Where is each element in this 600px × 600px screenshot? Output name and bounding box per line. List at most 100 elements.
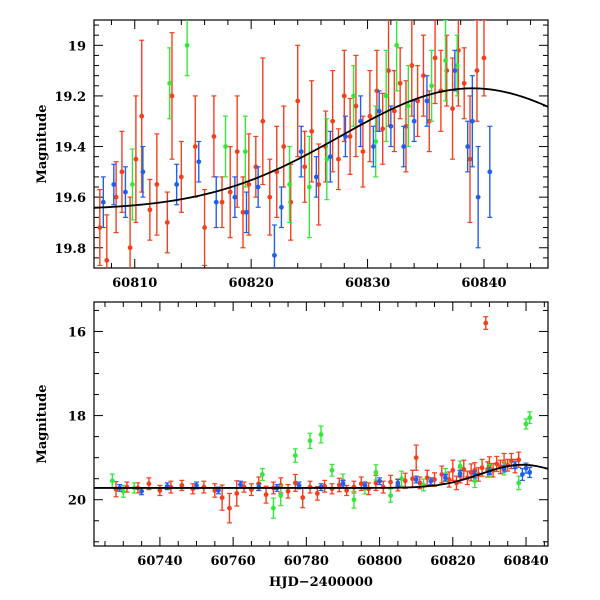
- data-point-blue: [452, 68, 458, 74]
- data-point-red: [240, 209, 246, 215]
- data-point-blue: [401, 144, 407, 149]
- data-point-green: [260, 472, 265, 477]
- data-point-red: [336, 482, 342, 488]
- data-point-red: [367, 113, 373, 119]
- data-point-red: [494, 461, 500, 467]
- y-tick-label: 16: [68, 325, 86, 340]
- data-point-blue: [362, 483, 368, 488]
- data-point-blue: [111, 182, 117, 187]
- data-point-blue: [428, 478, 434, 484]
- data-point-green: [516, 480, 522, 486]
- model-curve: [94, 87, 548, 209]
- data-point-green: [223, 144, 228, 149]
- data-point-red: [467, 156, 473, 162]
- x-tick-label: 60840: [461, 276, 506, 291]
- data-point-red: [211, 134, 217, 139]
- data-point-blue: [296, 483, 302, 488]
- x-tick-label: 60820: [430, 554, 475, 569]
- x-axis-label: HJD−2400000: [269, 575, 373, 590]
- data-point-blue: [487, 169, 493, 175]
- data-point-red: [397, 80, 403, 86]
- data-point-red: [157, 488, 163, 493]
- data-point-red: [388, 479, 393, 485]
- data-point-blue: [238, 482, 243, 487]
- data-point-red: [309, 128, 315, 134]
- data-point-blue: [377, 478, 382, 484]
- data-point-red: [409, 63, 415, 68]
- data-point-green: [383, 93, 389, 99]
- data-point-green: [443, 58, 448, 63]
- data-point-blue: [411, 118, 417, 124]
- data-point-blue: [343, 134, 348, 139]
- data-point-blue: [475, 194, 481, 200]
- data-point-green: [373, 469, 379, 475]
- top-panel: 60810 60820 60830 60840 19 19.2 19.4 19.6 19.8 Ma…: [35, 19, 549, 291]
- x-tick-label: 60810: [112, 276, 157, 291]
- data-point-green: [306, 184, 312, 190]
- plot-area: [94, 20, 548, 268]
- x-tick-label: 60820: [229, 276, 274, 291]
- y-tick-label: 19.4: [54, 141, 86, 156]
- data-point-green: [394, 42, 400, 48]
- data-point-red: [295, 98, 301, 104]
- data-point-blue: [457, 471, 463, 477]
- data-point-red: [461, 80, 467, 86]
- data-point-blue: [424, 98, 430, 104]
- data-point-red: [219, 495, 225, 501]
- data-point-blue: [298, 149, 304, 154]
- data-point-red: [421, 73, 426, 79]
- data-point-blue: [443, 475, 448, 481]
- x-tick-label: 60780: [284, 554, 329, 569]
- data-point-red: [246, 182, 252, 187]
- data-point-red: [450, 467, 456, 473]
- data-point-red: [413, 455, 419, 461]
- data-point-blue: [395, 480, 401, 486]
- y-axis-label: Magnitude: [35, 104, 50, 183]
- data-point-red: [281, 144, 287, 149]
- data-point-blue: [213, 199, 219, 205]
- data-point-green: [388, 493, 393, 498]
- data-point-red: [263, 492, 269, 498]
- data-point-green: [429, 83, 434, 89]
- data-point-red: [285, 488, 291, 494]
- data-point-red: [353, 103, 359, 109]
- data-point-red: [380, 126, 386, 132]
- data-point-red: [212, 488, 218, 493]
- x-tick-label: 60830: [345, 276, 390, 291]
- data-point-green: [527, 415, 533, 421]
- data-point-red: [179, 483, 185, 488]
- data-point-red: [450, 106, 455, 111]
- data-point-blue: [465, 144, 471, 149]
- data-point-green: [287, 182, 292, 187]
- data-point-blue: [272, 252, 277, 258]
- data-point-red: [260, 118, 266, 124]
- data-point-red: [227, 505, 232, 511]
- x-tick-label: 60840: [503, 554, 548, 569]
- data-point-red: [302, 164, 308, 170]
- data-point-green: [523, 421, 529, 427]
- model-curve: [94, 463, 548, 489]
- data-point-red: [178, 174, 184, 180]
- data-point-green: [130, 182, 135, 187]
- data-point-blue: [232, 194, 238, 200]
- data-point-red: [169, 93, 175, 99]
- data-point-blue: [523, 465, 529, 471]
- x-tick-label: 60740: [137, 554, 182, 569]
- data-point-red: [267, 194, 273, 200]
- y-tick-label: 19.2: [54, 90, 86, 105]
- y-tick-label: 19.8: [54, 242, 86, 257]
- data-point-green: [405, 103, 411, 109]
- data-point-red: [316, 182, 322, 187]
- data-point-red: [146, 481, 152, 487]
- data-point-red: [113, 194, 119, 200]
- data-point-green: [351, 93, 356, 99]
- data-point-red: [483, 320, 489, 326]
- data-point-green: [324, 156, 330, 162]
- data-point-green: [292, 453, 298, 458]
- data-point-red: [432, 55, 438, 61]
- data-point-red: [97, 225, 103, 230]
- data-point-red: [402, 478, 408, 484]
- data-point-red: [234, 149, 240, 154]
- data-point-blue: [244, 209, 249, 215]
